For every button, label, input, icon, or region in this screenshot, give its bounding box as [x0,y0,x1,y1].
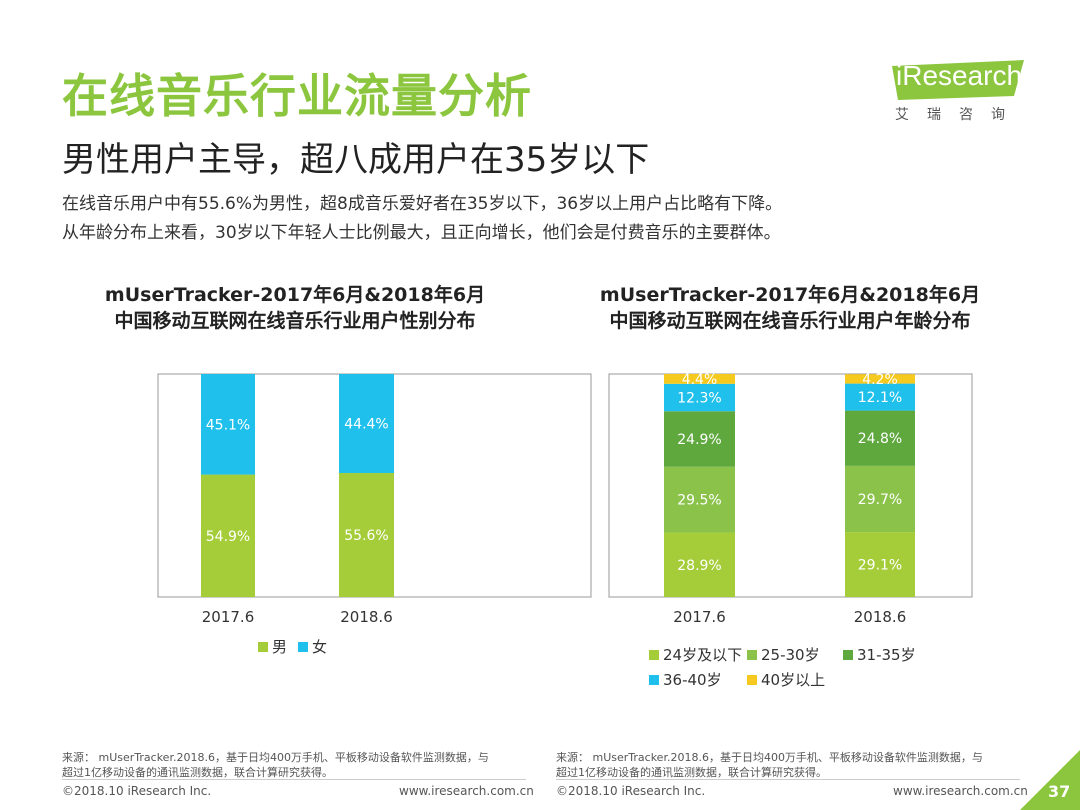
age-data-label: 29.1% [858,558,902,574]
age-category-label: 2018.6 [854,608,907,626]
gender-data-label: 55.6% [344,528,388,544]
gender-chart-title-line1: mUserTracker-2017年6月&2018年6月 [104,284,486,306]
age-legend-label: 36-40岁 [663,671,722,689]
logo-banner-icon [892,60,1024,100]
website-left: www.iresearch.com.cn [399,784,534,798]
iresearch-logo: iResearch [892,60,1032,130]
age-bar-36-40岁-2018.6 [845,383,915,411]
logo-text: iResearch [896,60,1023,91]
gender-bar-女-2017.6 [201,374,255,475]
age-data-label: 24.9% [677,432,721,448]
copyright-right: ©2018.10 iResearch Inc. [556,784,706,798]
gender-data-label: 45.1% [206,417,250,433]
age-category-label: 2017.6 [673,608,726,626]
gender-bar-男-2018.6 [339,473,394,597]
age-bar-40岁以上-2018.6 [845,374,915,384]
age-chart-frame [608,373,973,598]
age-data-label: 4.4% [682,372,718,388]
age-bar-24岁及以下-2018.6 [845,532,915,597]
age-data-label: 4.2% [862,372,898,388]
gender-legend-label: 男 [272,638,287,656]
gender-chart-title: mUserTracker-2017年6月&2018年6月 中国移动互联网在线音乐… [60,282,530,334]
age-legend-label: 31-35岁 [857,646,916,664]
age-bar-36-40岁-2017.6 [664,383,735,412]
gender-data-label: 54.9% [206,529,250,545]
source-line-2: 超过1亿移动设备的通讯监测数据，联合计算研究获得。 [556,766,827,779]
age-data-label: 29.7% [858,492,902,508]
age-legend-swatch [747,650,757,660]
age-bar-25-30岁-2018.6 [845,465,915,533]
footer-divider-right [556,779,1020,780]
gender-data-label: 44.4% [344,417,388,433]
page-title: 在线音乐行业流量分析 [62,69,532,123]
age-data-label: 12.1% [858,390,902,406]
copyright-left: ©2018.10 iResearch Inc. [62,784,212,798]
description-line-1: 在线音乐用户中有55.6%为男性，超8成音乐爱好者在35岁以下，36岁以上用户占… [62,194,783,214]
age-chart-title-line2: 中国移动互联网在线音乐行业用户年龄分布 [609,310,971,332]
age-bar-31-35岁-2017.6 [664,411,735,467]
age-chart-title-line1: mUserTracker-2017年6月&2018年6月 [599,284,981,306]
page-number: 37 [1048,782,1071,801]
gender-legend-label: 女 [312,638,327,656]
age-legend-label: 40岁以上 [761,671,825,689]
age-legend-swatch [747,675,757,685]
age-legend-label: 25-30岁 [761,646,820,664]
gender-source-note: 来源： mUserTracker.2018.6，基于日均400万手机、平板移动设… [62,750,489,780]
age-data-label: 12.3% [677,391,721,407]
age-legend-swatch [843,650,853,660]
age-data-label: 29.5% [677,493,721,509]
age-bar-40岁以上-2017.6 [664,374,735,384]
age-bar-31-35岁-2018.6 [845,410,915,466]
age-legend-swatch [649,650,659,660]
source-line-1: 来源： mUserTracker.2018.6，基于日均400万手机、平板移动设… [556,751,983,764]
age-bar-24岁及以下-2017.6 [664,532,735,597]
gender-bar-男-2017.6 [201,474,255,597]
age-legend-label: 24岁及以下 [663,646,742,664]
age-data-label: 28.9% [677,558,721,574]
gender-bar-女-2018.6 [339,374,394,474]
description-line-2: 从年龄分布上来看，30岁以下年轻人士比例最大，且正向增长，他们会是付费音乐的主要… [62,223,781,243]
footer-divider-left [62,779,526,780]
gender-chart-title-line2: 中国移动互联网在线音乐行业用户性别分布 [114,310,476,332]
logo-chinese-text: 艾瑞咨询 [895,107,1023,123]
age-source-note: 来源： mUserTracker.2018.6，基于日均400万手机、平板移动设… [556,750,983,780]
gender-legend-swatch [258,642,268,652]
gender-category-label: 2018.6 [340,608,393,626]
age-bar-25-30岁-2017.6 [664,466,735,533]
page-corner-icon [1020,750,1080,810]
gender-category-label: 2017.6 [202,608,255,626]
source-line-2: 超过1亿移动设备的通讯监测数据，联合计算研究获得。 [62,766,333,779]
website-right: www.iresearch.com.cn [893,784,1028,798]
age-chart-title: mUserTracker-2017年6月&2018年6月 中国移动互联网在线音乐… [555,282,1025,334]
gender-legend-swatch [298,642,308,652]
age-legend-swatch [649,675,659,685]
source-line-1: 来源： mUserTracker.2018.6，基于日均400万手机、平板移动设… [62,751,489,764]
page-subtitle: 男性用户主导，超八成用户在35岁以下 [62,140,650,180]
age-data-label: 24.8% [858,431,902,447]
